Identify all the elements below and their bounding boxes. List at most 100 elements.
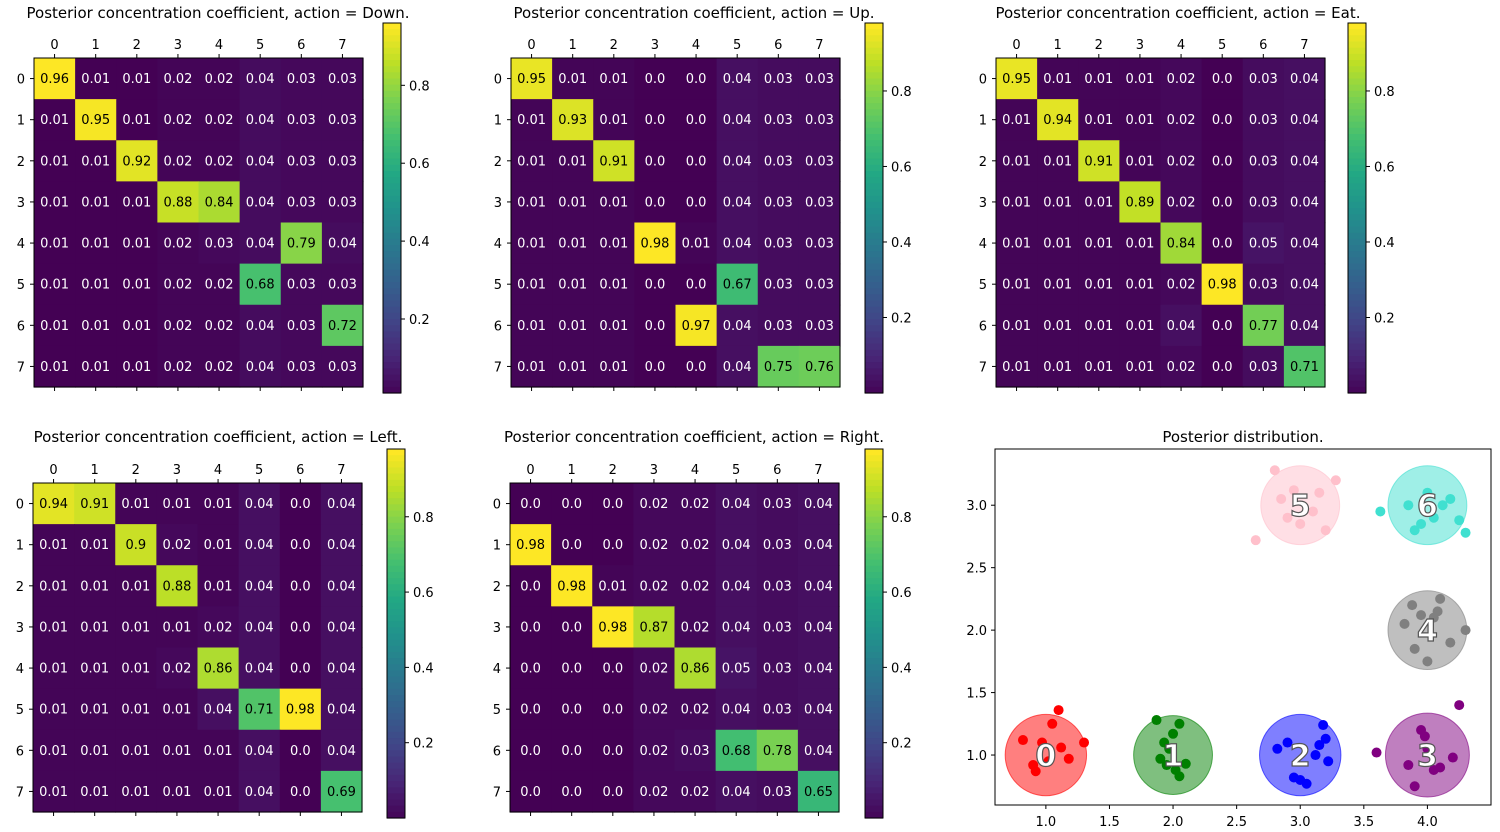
heatmap-cell: [592, 524, 634, 566]
heatmap-cell-label: 0.03: [681, 744, 710, 759]
y-tick-label: 3: [17, 196, 25, 211]
colorbar-segment: [865, 492, 883, 499]
scatter-point: [1180, 758, 1191, 769]
heatmap-cell-label: 0.01: [121, 662, 150, 677]
heatmap-cell-label: 0.02: [205, 154, 234, 169]
heatmap-cell-label: 0.01: [1125, 72, 1154, 87]
heatmap-cell-label: 0.01: [80, 703, 109, 718]
colorbar-segment: [1348, 183, 1366, 191]
scatter-point: [1428, 512, 1439, 523]
heatmap-cell-label: 0.01: [162, 703, 191, 718]
heatmap-cell: [1283, 304, 1326, 347]
heatmap-cell: [239, 345, 282, 388]
heatmap-cell: [593, 181, 635, 224]
heatmap-cell: [551, 770, 593, 813]
y-tick-label: 2: [494, 155, 502, 170]
heatmap-cell: [551, 524, 593, 566]
heatmap-cell-label: 0.01: [81, 154, 110, 169]
colorbar-segment: [865, 510, 883, 518]
colorbar-segment: [865, 97, 883, 104]
heatmap-cell-label: 0.9: [125, 538, 146, 553]
heatmap-cell: [510, 524, 552, 566]
heatmap-cell: [996, 181, 1038, 224]
heatmap-cell-label: 0.01: [162, 744, 191, 759]
x-tick-label: 4: [692, 38, 700, 53]
heatmap-cell-label: 0.01: [517, 154, 546, 169]
heatmap-cell: [320, 565, 363, 607]
heatmap-cell-label: 0.01: [1043, 237, 1072, 252]
colorbar-segment: [1348, 171, 1366, 178]
heatmap-cell-label: 0.02: [639, 662, 668, 677]
colorbar-tick-label: 0.2: [409, 313, 430, 328]
colorbar-segment: [865, 282, 883, 289]
colorbar-segment: [865, 805, 883, 813]
heatmap-cell: [634, 181, 677, 224]
cluster-label: 3: [1417, 739, 1438, 774]
heatmap-cell-label: 0.01: [121, 703, 150, 718]
heatmap-cell-label: 0.03: [763, 620, 792, 635]
heatmap-cell: [1037, 222, 1079, 265]
scatter-point: [1447, 752, 1458, 763]
cluster-label: 0: [1035, 739, 1056, 774]
heatmap-cell: [633, 729, 676, 772]
heatmap-frame: [32, 482, 363, 813]
heatmap-cell-label: 0.03: [328, 154, 357, 169]
y-tick-label: 7: [17, 360, 25, 375]
heatmap-cell-label: 0.01: [599, 72, 628, 87]
colorbar-segment: [383, 47, 401, 55]
scatter-frame: [994, 448, 1492, 806]
colorbar-segment: [387, 455, 405, 462]
heatmap-cell: [1242, 58, 1285, 100]
colorbar-segment: [387, 535, 405, 542]
colorbar-segment: [1348, 97, 1366, 104]
colorbar-segment: [383, 35, 401, 43]
heatmap-cell-label: 0.0: [645, 319, 666, 334]
colorbar-segment: [1348, 343, 1366, 351]
x-tick-label: 1: [569, 38, 577, 53]
heatmap-cell: [116, 345, 158, 388]
colorbar-segment: [383, 232, 401, 240]
scatter-point: [1314, 740, 1325, 751]
heatmap-cell: [716, 99, 759, 141]
colorbar-segment: [865, 146, 883, 154]
heatmap-cell: [592, 647, 634, 690]
heatmap-cell: [321, 263, 364, 306]
heatmap-cell-label: 0.02: [1167, 360, 1196, 375]
heatmap-cell-label: 0.01: [1125, 319, 1154, 334]
heatmap-cell-label: 0.03: [287, 72, 316, 87]
heatmap-cell-label: 0.04: [804, 538, 833, 553]
colorbar-segment: [865, 23, 883, 30]
heatmap-cell: [321, 181, 364, 224]
heatmap-cell: [1201, 222, 1244, 265]
scatter-point: [1435, 593, 1446, 604]
colorbar-segment: [387, 781, 405, 788]
heatmap-cell: [798, 140, 841, 182]
heatmap-cell-label: 0.0: [561, 497, 582, 512]
heatmap-cell: [116, 140, 158, 182]
heatmap-cell-label: 0.86: [204, 662, 233, 677]
colorbar-segment: [383, 226, 401, 234]
heatmap-cell-label: 0.0: [520, 662, 541, 677]
colorbar-frame: [1347, 22, 1367, 394]
heatmap-cell: [74, 524, 116, 566]
colorbar-segment: [1348, 275, 1366, 283]
colorbar-segment: [865, 53, 883, 61]
heatmap-cell-label: 0.02: [163, 154, 192, 169]
heatmap-cell-label: 0.02: [681, 497, 710, 512]
colorbar-segment: [1348, 245, 1366, 252]
heatmap-cell: [320, 524, 363, 566]
heatmap-cell-label: 0.97: [682, 319, 711, 334]
heatmap-cell-label: 0.01: [1002, 237, 1031, 252]
colorbar-segment: [1348, 53, 1366, 61]
heatmap-cell: [1242, 222, 1285, 265]
heatmap-cell: [510, 688, 552, 731]
colorbar-segment: [383, 208, 401, 215]
heatmap-cell-label: 0.0: [520, 703, 541, 718]
scatter-point: [1288, 772, 1299, 783]
colorbar-tick-label: 0.6: [413, 586, 434, 601]
colorbar-segment: [1348, 109, 1366, 117]
heatmap-cell-label: 0.04: [723, 113, 752, 128]
x-tick-label: 5: [732, 463, 740, 478]
heatmap-cell: [592, 565, 634, 607]
heatmap-cell: [115, 647, 157, 690]
